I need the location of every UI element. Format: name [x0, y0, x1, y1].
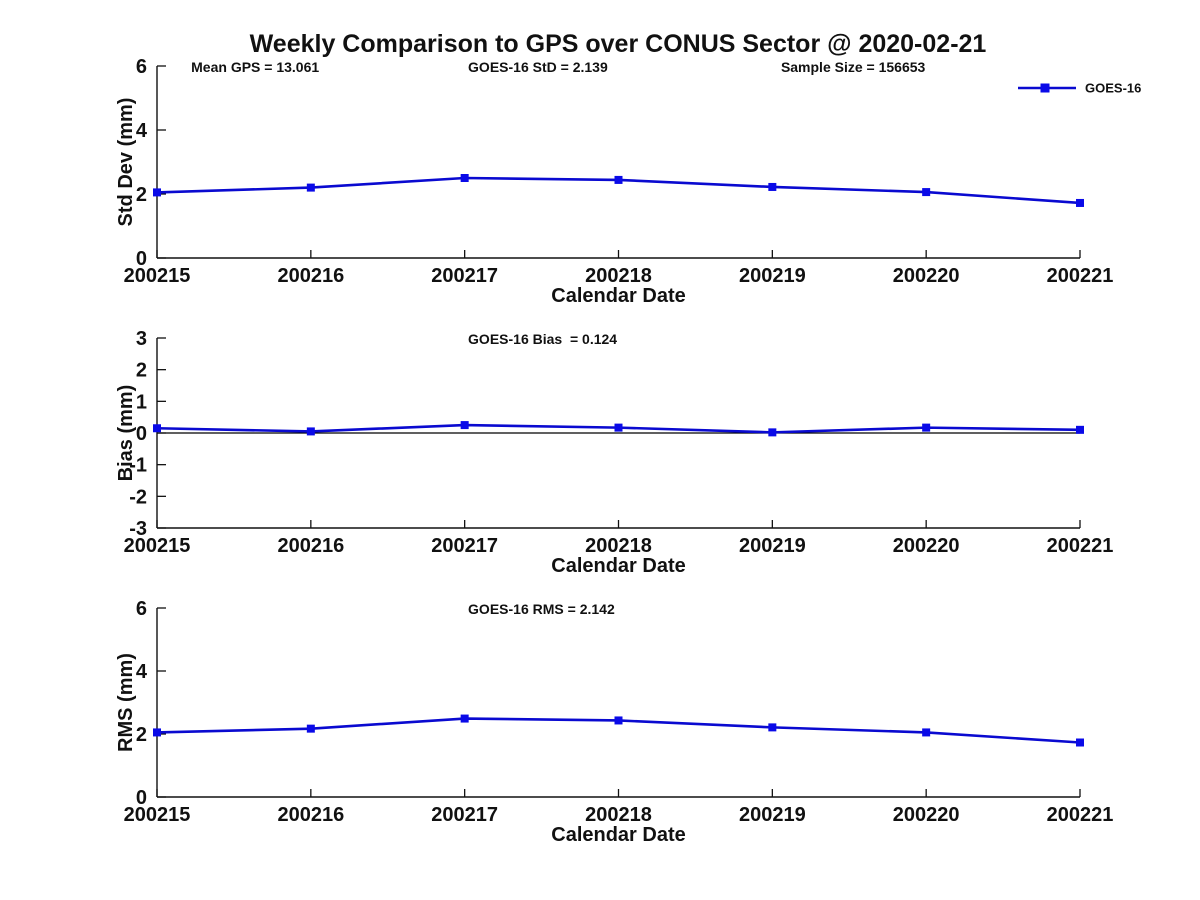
x-tick-label: 200219	[739, 265, 806, 287]
data-point-marker	[460, 714, 469, 723]
data-point-marker	[153, 424, 161, 433]
figure-title: Weekly Comparison to GPS over CONUS Sect…	[250, 30, 987, 58]
x-tick-label: 200215	[124, 265, 191, 287]
data-point-marker	[460, 421, 469, 430]
x-tick-label: 200217	[431, 804, 498, 826]
x-tick-label: 200218	[585, 265, 652, 287]
x-tick-label: 200221	[1047, 804, 1114, 826]
x-axis-label: Calendar Date	[551, 285, 686, 307]
x-tick-label: 200217	[431, 265, 498, 287]
data-point-marker	[768, 182, 777, 191]
y-axis-label: RMS (mm)	[115, 653, 137, 752]
data-point-marker	[1076, 425, 1084, 434]
x-tick-label: 200215	[124, 535, 191, 557]
data-point-marker	[306, 183, 315, 192]
legend-marker	[1040, 83, 1050, 93]
subplot-bias: -3 -2 -1 0 1 2 3 200215 200216 200217 200218 200219…	[115, 328, 1113, 577]
x-tick-label: 200216	[277, 804, 344, 826]
data-point-marker	[614, 716, 623, 725]
x-tick-label: 200220	[893, 535, 960, 557]
x-tick-label: 200215	[124, 804, 191, 826]
data-point-marker	[153, 188, 161, 197]
data-point-marker	[614, 175, 623, 184]
y-axis-label: Std Dev (mm)	[115, 98, 137, 227]
data-point-marker	[306, 427, 315, 436]
y-axis-label: Bias (mm)	[115, 385, 137, 482]
legend-label: GOES-16	[1085, 81, 1141, 96]
y-tick-label: 2	[136, 360, 147, 382]
data-point-marker	[1076, 198, 1084, 207]
x-tick-label: 200216	[277, 265, 344, 287]
y-tick-label: 0	[136, 248, 147, 270]
x-tick-label: 200219	[739, 535, 806, 557]
x-tick-label: 200220	[893, 265, 960, 287]
y-tick-label: 0	[136, 787, 147, 809]
data-point-marker	[768, 428, 777, 437]
data-point-marker	[922, 188, 931, 197]
x-axis-label: Calendar Date	[551, 555, 686, 577]
y-tick-label: 4	[136, 661, 148, 683]
data-point-marker	[922, 728, 931, 737]
y-tick-label: 6	[136, 598, 147, 620]
annotation-text: Sample Size = 156653	[781, 59, 926, 75]
data-point-marker	[306, 724, 315, 733]
y-tick-label: 2	[136, 184, 147, 206]
annotation-text: GOES-16 RMS = 2.142	[468, 601, 615, 617]
data-point-marker	[614, 423, 623, 432]
x-axis-label: Calendar Date	[551, 824, 686, 846]
x-tick-label: 200218	[585, 804, 652, 826]
y-tick-label: -3	[129, 518, 147, 540]
x-tick-label: 200218	[585, 535, 652, 557]
x-tick-label: 200221	[1047, 265, 1114, 287]
data-point-marker	[922, 423, 931, 432]
annotation-text: GOES-16 Bias = 0.124	[468, 331, 617, 347]
annotation-text: GOES-16 StD = 2.139	[468, 59, 608, 75]
data-point-marker	[1076, 738, 1084, 747]
y-tick-label: 6	[136, 56, 147, 78]
y-tick-label: -1	[129, 455, 147, 477]
y-tick-label: 4	[136, 120, 148, 142]
data-point-marker	[153, 728, 161, 737]
data-point-marker	[768, 723, 777, 732]
x-tick-label: 200217	[431, 535, 498, 557]
data-point-marker	[460, 174, 469, 182]
y-tick-label: 1	[136, 391, 147, 413]
x-tick-label: 200221	[1047, 535, 1114, 557]
y-tick-label: 0	[136, 423, 147, 445]
x-tick-label: 200216	[277, 535, 344, 557]
subplot-std-dev: 0 2 4 6 200215 200216 200217 200218 200219 200220…	[115, 56, 1113, 307]
y-tick-label: 2	[136, 724, 147, 746]
y-tick-label: -2	[129, 486, 147, 508]
annotation-text: Mean GPS = 13.061	[191, 59, 319, 75]
subplot-rms: 0 2 4 6 200215 200216 200217 200218 200219 200220…	[115, 598, 1113, 846]
legend: GOES-16	[1018, 81, 1141, 96]
x-tick-label: 200220	[893, 804, 960, 826]
x-tick-label: 200219	[739, 804, 806, 826]
y-tick-label: 3	[136, 328, 147, 350]
